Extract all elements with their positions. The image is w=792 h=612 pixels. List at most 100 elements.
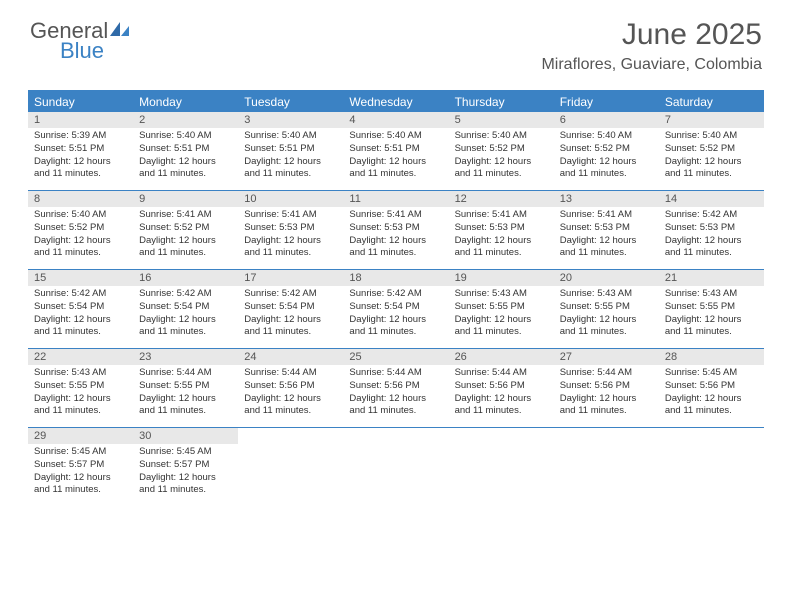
- empty-cell: [343, 428, 448, 506]
- day-number: 17: [238, 270, 343, 286]
- sunrise-text: Sunrise: 5:45 AM: [139, 446, 232, 459]
- day-cell: 7Sunrise: 5:40 AMSunset: 5:52 PMDaylight…: [659, 112, 764, 190]
- day-number: 30: [133, 428, 238, 444]
- sunset-text: Sunset: 5:52 PM: [665, 143, 758, 156]
- sunrise-text: Sunrise: 5:42 AM: [34, 288, 127, 301]
- day-number: 20: [554, 270, 659, 286]
- daylight-text: Daylight: 12 hours and 11 minutes.: [139, 393, 232, 419]
- sunset-text: Sunset: 5:55 PM: [139, 380, 232, 393]
- sunrise-text: Sunrise: 5:44 AM: [244, 367, 337, 380]
- sunset-text: Sunset: 5:51 PM: [139, 143, 232, 156]
- day-cell: 27Sunrise: 5:44 AMSunset: 5:56 PMDayligh…: [554, 349, 659, 427]
- day-number: 11: [343, 191, 448, 207]
- day-number: 2: [133, 112, 238, 128]
- daylight-text: Daylight: 12 hours and 11 minutes.: [34, 472, 127, 498]
- sunrise-text: Sunrise: 5:40 AM: [139, 130, 232, 143]
- daylight-text: Daylight: 12 hours and 11 minutes.: [665, 393, 758, 419]
- sunset-text: Sunset: 5:54 PM: [349, 301, 442, 314]
- sunset-text: Sunset: 5:55 PM: [665, 301, 758, 314]
- logo-text-blue: Blue: [60, 38, 104, 64]
- sunset-text: Sunset: 5:55 PM: [34, 380, 127, 393]
- day-number: 15: [28, 270, 133, 286]
- sunset-text: Sunset: 5:52 PM: [455, 143, 548, 156]
- daylight-text: Daylight: 12 hours and 11 minutes.: [244, 314, 337, 340]
- day-cell: 21Sunrise: 5:43 AMSunset: 5:55 PMDayligh…: [659, 270, 764, 348]
- day-cell: 29Sunrise: 5:45 AMSunset: 5:57 PMDayligh…: [28, 428, 133, 506]
- sunrise-text: Sunrise: 5:45 AM: [665, 367, 758, 380]
- day-number: 8: [28, 191, 133, 207]
- weekday-header: Friday: [554, 92, 659, 112]
- day-cell: 2Sunrise: 5:40 AMSunset: 5:51 PMDaylight…: [133, 112, 238, 190]
- day-number: 1: [28, 112, 133, 128]
- day-body: Sunrise: 5:43 AMSunset: 5:55 PMDaylight:…: [554, 288, 659, 339]
- sunset-text: Sunset: 5:55 PM: [560, 301, 653, 314]
- day-number: 3: [238, 112, 343, 128]
- daylight-text: Daylight: 12 hours and 11 minutes.: [244, 235, 337, 261]
- day-cell: 14Sunrise: 5:42 AMSunset: 5:53 PMDayligh…: [659, 191, 764, 269]
- day-body: Sunrise: 5:45 AMSunset: 5:56 PMDaylight:…: [659, 367, 764, 418]
- sunrise-text: Sunrise: 5:40 AM: [349, 130, 442, 143]
- location-text: Miraflores, Guaviare, Colombia: [541, 56, 762, 74]
- daylight-text: Daylight: 12 hours and 11 minutes.: [34, 235, 127, 261]
- sunrise-text: Sunrise: 5:41 AM: [244, 209, 337, 222]
- daylight-text: Daylight: 12 hours and 11 minutes.: [455, 235, 548, 261]
- daylight-text: Daylight: 12 hours and 11 minutes.: [244, 393, 337, 419]
- sunrise-text: Sunrise: 5:40 AM: [34, 209, 127, 222]
- sunset-text: Sunset: 5:54 PM: [139, 301, 232, 314]
- sunrise-text: Sunrise: 5:42 AM: [139, 288, 232, 301]
- day-number: 5: [449, 112, 554, 128]
- day-cell: 23Sunrise: 5:44 AMSunset: 5:55 PMDayligh…: [133, 349, 238, 427]
- logo-sail-icon: [108, 20, 132, 43]
- sunrise-text: Sunrise: 5:41 AM: [349, 209, 442, 222]
- sunset-text: Sunset: 5:51 PM: [244, 143, 337, 156]
- day-number: 28: [659, 349, 764, 365]
- day-cell: 5Sunrise: 5:40 AMSunset: 5:52 PMDaylight…: [449, 112, 554, 190]
- sunrise-text: Sunrise: 5:40 AM: [455, 130, 548, 143]
- day-cell: 16Sunrise: 5:42 AMSunset: 5:54 PMDayligh…: [133, 270, 238, 348]
- sunset-text: Sunset: 5:53 PM: [455, 222, 548, 235]
- sunset-text: Sunset: 5:51 PM: [34, 143, 127, 156]
- empty-cell: [554, 428, 659, 506]
- empty-cell: [238, 428, 343, 506]
- weekday-header: Sunday: [28, 92, 133, 112]
- page-title: June 2025: [541, 18, 762, 52]
- day-number: 22: [28, 349, 133, 365]
- day-number: 27: [554, 349, 659, 365]
- sunset-text: Sunset: 5:56 PM: [560, 380, 653, 393]
- daylight-text: Daylight: 12 hours and 11 minutes.: [665, 235, 758, 261]
- day-body: Sunrise: 5:44 AMSunset: 5:55 PMDaylight:…: [133, 367, 238, 418]
- week-row: 29Sunrise: 5:45 AMSunset: 5:57 PMDayligh…: [28, 428, 764, 506]
- sunset-text: Sunset: 5:52 PM: [560, 143, 653, 156]
- day-body: Sunrise: 5:44 AMSunset: 5:56 PMDaylight:…: [238, 367, 343, 418]
- weeks-container: 1Sunrise: 5:39 AMSunset: 5:51 PMDaylight…: [28, 112, 764, 506]
- day-body: Sunrise: 5:41 AMSunset: 5:53 PMDaylight:…: [554, 209, 659, 260]
- daylight-text: Daylight: 12 hours and 11 minutes.: [139, 235, 232, 261]
- day-cell: 3Sunrise: 5:40 AMSunset: 5:51 PMDaylight…: [238, 112, 343, 190]
- day-body: Sunrise: 5:41 AMSunset: 5:53 PMDaylight:…: [343, 209, 448, 260]
- week-row: 22Sunrise: 5:43 AMSunset: 5:55 PMDayligh…: [28, 349, 764, 428]
- weekday-header-row: SundayMondayTuesdayWednesdayThursdayFrid…: [28, 92, 764, 112]
- daylight-text: Daylight: 12 hours and 11 minutes.: [455, 314, 548, 340]
- sunset-text: Sunset: 5:56 PM: [244, 380, 337, 393]
- daylight-text: Daylight: 12 hours and 11 minutes.: [139, 314, 232, 340]
- sunrise-text: Sunrise: 5:40 AM: [244, 130, 337, 143]
- sunset-text: Sunset: 5:53 PM: [244, 222, 337, 235]
- daylight-text: Daylight: 12 hours and 11 minutes.: [455, 393, 548, 419]
- day-body: Sunrise: 5:40 AMSunset: 5:51 PMDaylight:…: [343, 130, 448, 181]
- day-body: Sunrise: 5:43 AMSunset: 5:55 PMDaylight:…: [449, 288, 554, 339]
- sunset-text: Sunset: 5:56 PM: [455, 380, 548, 393]
- day-body: Sunrise: 5:40 AMSunset: 5:52 PMDaylight:…: [554, 130, 659, 181]
- sunrise-text: Sunrise: 5:43 AM: [560, 288, 653, 301]
- calendar: SundayMondayTuesdayWednesdayThursdayFrid…: [28, 90, 764, 506]
- day-cell: 10 Sunrise: 5:41 AMSunset: 5:53 PMDayligh…: [238, 191, 343, 269]
- day-cell: 18Sunrise: 5:42 AMSunset: 5:54 PMDayligh…: [343, 270, 448, 348]
- daylight-text: Daylight: 12 hours and 11 minutes.: [560, 235, 653, 261]
- day-number: 4: [343, 112, 448, 128]
- sunrise-text: Sunrise: 5:42 AM: [349, 288, 442, 301]
- weekday-header: Monday: [133, 92, 238, 112]
- day-number: 10: [238, 191, 343, 207]
- day-body: Sunrise: 5:42 AMSunset: 5:54 PMDaylight:…: [133, 288, 238, 339]
- day-cell: 12Sunrise: 5:41 AMSunset: 5:53 PMDayligh…: [449, 191, 554, 269]
- sunrise-text: Sunrise: 5:39 AM: [34, 130, 127, 143]
- daylight-text: Daylight: 12 hours and 11 minutes.: [349, 314, 442, 340]
